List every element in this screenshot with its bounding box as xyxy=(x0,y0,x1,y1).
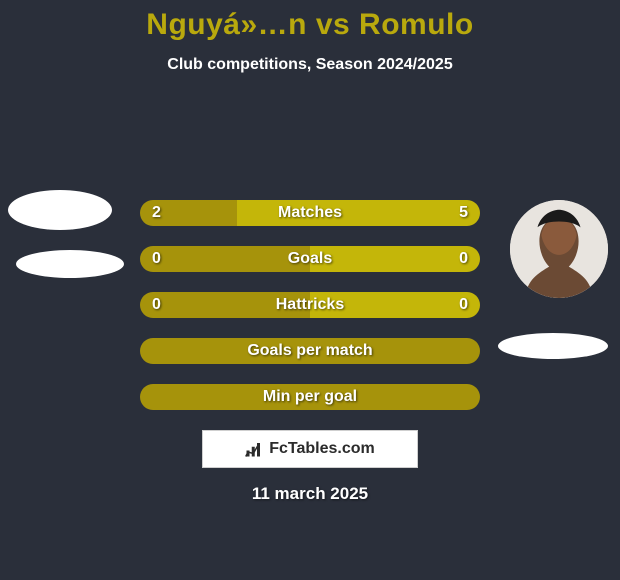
avatar-placeholder-icon xyxy=(510,200,608,298)
bar-left-fill xyxy=(140,292,310,318)
bar-right-fill xyxy=(237,200,480,226)
player1-club-badge xyxy=(16,250,124,278)
bar-track xyxy=(140,384,480,410)
brand-text: FcTables.com xyxy=(269,440,375,458)
bar-right-fill xyxy=(310,246,480,272)
bar-track xyxy=(140,246,480,272)
bar-left-fill xyxy=(140,200,237,226)
stat-row: Goals per match xyxy=(140,338,480,364)
date-label: 11 march 2025 xyxy=(0,484,620,504)
bar-right-fill xyxy=(310,292,480,318)
player2-club-badge xyxy=(498,333,608,359)
brand-badge: FcTables.com xyxy=(202,430,418,468)
stat-row: Matches25 xyxy=(140,200,480,226)
bar-track xyxy=(140,200,480,226)
stat-row: Goals00 xyxy=(140,246,480,272)
bar-chart-icon xyxy=(245,440,263,458)
page-subtitle: Club competitions, Season 2024/2025 xyxy=(0,56,620,74)
stat-row: Min per goal xyxy=(140,384,480,410)
player2-avatar xyxy=(510,200,608,298)
bar-left-fill xyxy=(140,384,480,410)
bar-track xyxy=(140,338,480,364)
player1-avatar xyxy=(8,190,112,230)
stat-bars: Matches25 Goals00 Hattricks00 Goals per mat… xyxy=(140,200,480,430)
bar-left-fill xyxy=(140,338,480,364)
stat-row: Hattricks00 xyxy=(140,292,480,318)
page-title: Nguyá»…n vs Romulo xyxy=(0,0,620,42)
bar-track xyxy=(140,292,480,318)
bar-left-fill xyxy=(140,246,310,272)
